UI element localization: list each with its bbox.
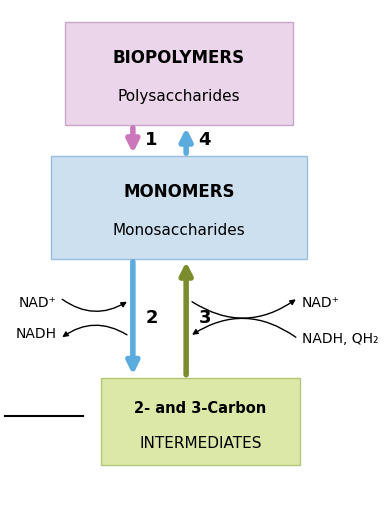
- Text: NADH: NADH: [16, 327, 57, 341]
- Text: 4: 4: [199, 132, 211, 150]
- Text: Monosaccharides: Monosaccharides: [113, 223, 246, 238]
- Text: BIOPOLYMERS: BIOPOLYMERS: [113, 49, 245, 67]
- Text: Polysaccharides: Polysaccharides: [118, 89, 241, 104]
- Text: NADH, QH₂: NADH, QH₂: [301, 332, 378, 346]
- FancyBboxPatch shape: [101, 378, 300, 465]
- Text: INTERMEDIATES: INTERMEDIATES: [139, 436, 262, 451]
- Text: 2: 2: [145, 309, 158, 327]
- Text: NAD⁺: NAD⁺: [19, 296, 57, 310]
- Text: MONOMERS: MONOMERS: [123, 183, 235, 201]
- Text: 1: 1: [145, 132, 158, 150]
- FancyBboxPatch shape: [51, 156, 307, 259]
- Text: NAD⁺: NAD⁺: [301, 296, 340, 310]
- Text: 3: 3: [199, 309, 211, 327]
- Text: 2- and 3-Carbon: 2- and 3-Carbon: [134, 400, 267, 415]
- FancyBboxPatch shape: [65, 22, 293, 125]
